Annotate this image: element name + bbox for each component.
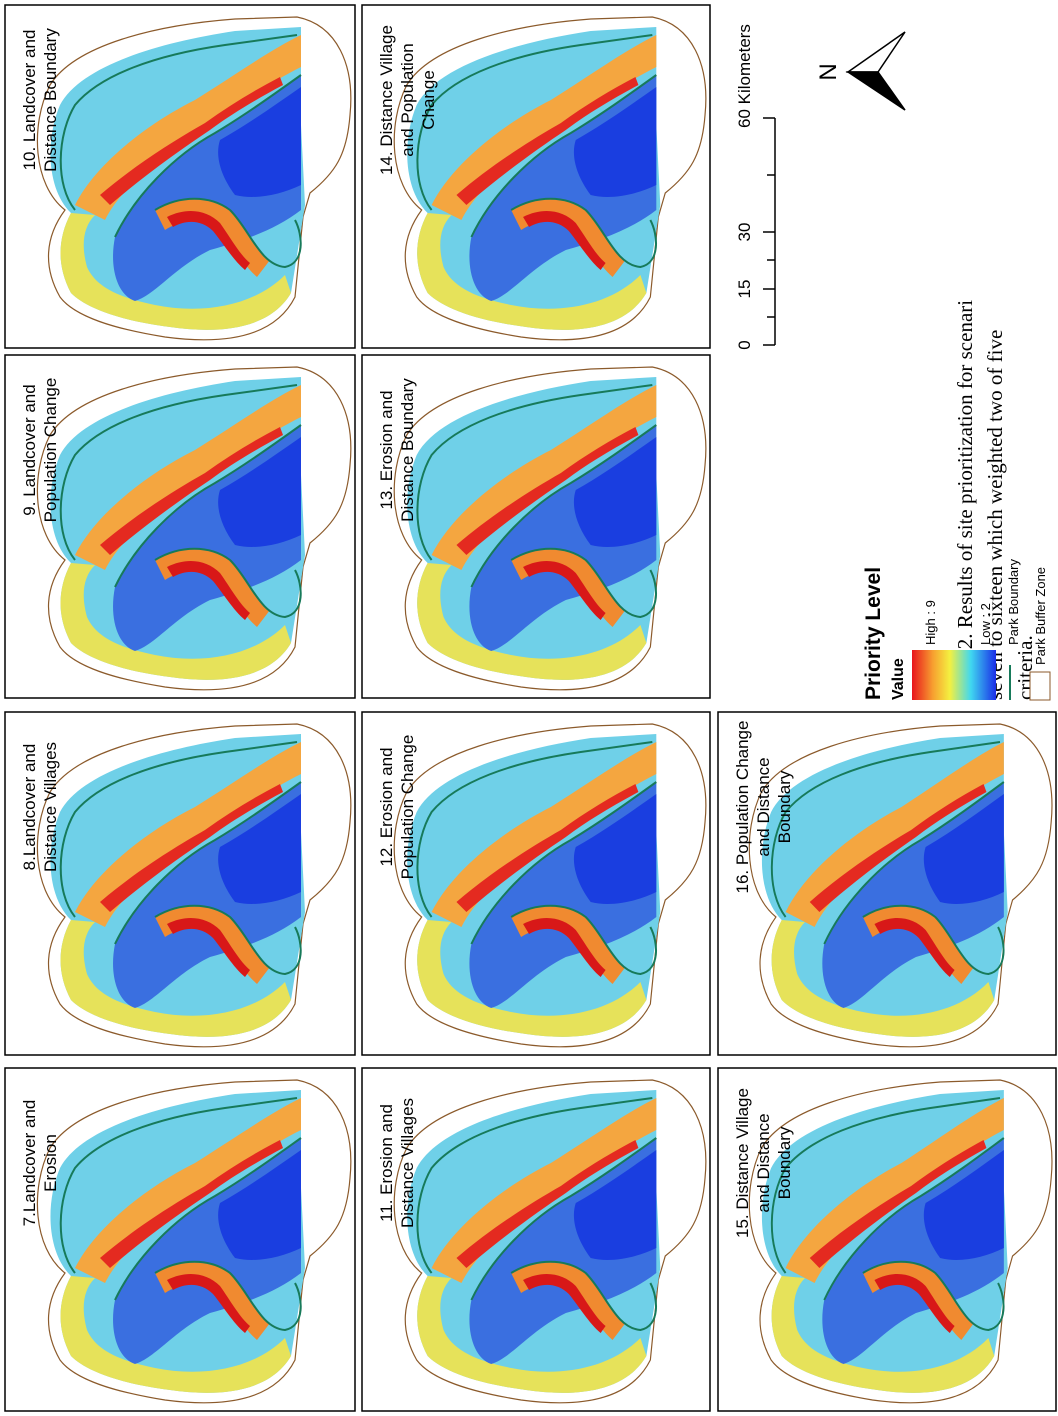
- panel-title: 15. Distance Village: [733, 1088, 752, 1238]
- panel-title: 12. Erosion and: [377, 747, 396, 866]
- legend-value: Value: [890, 658, 907, 700]
- panel-title: Population Change: [398, 735, 417, 880]
- north-arrow: [845, 31, 906, 111]
- map-panel: 14. Distance Village and Population Change: [361, 4, 711, 349]
- panel-title: 7.Landcover and: [20, 1100, 39, 1227]
- color-ramp: [912, 650, 996, 700]
- panel-title: 14. Distance Village: [377, 25, 396, 175]
- map-panel: 15. Distance Village and Distance Boundary: [717, 1067, 1057, 1412]
- legend-title: Priority Level: [862, 567, 885, 700]
- panel-title: Boundary: [775, 770, 794, 843]
- legend-high: High : 9: [923, 600, 938, 645]
- legend-boundary: Park Boundary: [1006, 559, 1021, 645]
- north-label: N: [815, 63, 842, 80]
- map-panel: 9. Landcover and Population Change: [4, 354, 356, 699]
- panel-title: and Population: [398, 43, 417, 156]
- map-panel: 10. Landcover and Distance Boundary: [4, 4, 356, 349]
- map-panel: 8.Landcover and Distance Villages: [4, 711, 356, 1056]
- scale-bar: [763, 117, 776, 346]
- panel-title: 8.Landcover and: [20, 744, 39, 871]
- scale-label: 15: [735, 280, 754, 299]
- panel-title: Distance Villages: [398, 1098, 417, 1228]
- map-panel: 11. Erosion and Distance Villages: [361, 1067, 711, 1412]
- map-panel: 12. Erosion and Population Change: [361, 711, 711, 1056]
- panel-title: 16. Population Change: [733, 721, 752, 894]
- panel-title: and Distance: [754, 1113, 773, 1212]
- scale-label: 60 Kilometers: [735, 24, 754, 128]
- caption-line: seven to sixteen which weighted two of f…: [983, 330, 1007, 700]
- legend-low: Low : 2: [978, 603, 993, 645]
- panel-title: 9. Landcover and: [20, 384, 39, 515]
- arrow-half: [845, 71, 906, 111]
- panel-title: Erosion: [41, 1134, 60, 1192]
- panel-title: 11. Erosion and: [377, 1104, 396, 1222]
- map-panel: 13. Erosion and Distance Boundary: [361, 354, 711, 699]
- arrow-half: [845, 31, 906, 73]
- panel-title: Distance Boundary: [41, 28, 60, 172]
- legend-buffer: Park Buffer Zone: [1033, 567, 1048, 665]
- panel-title: Distance Villages: [41, 742, 60, 872]
- map-panel: 16. Population Change and Distance Boundar…: [717, 711, 1057, 1056]
- scale-label: 0: [735, 340, 754, 349]
- panel-title: Change: [419, 70, 438, 130]
- panel-title: Population Change: [41, 378, 60, 523]
- scale-label: 30: [735, 223, 754, 242]
- panel-title: Boundary: [775, 1126, 794, 1199]
- panel-title: Distance Boundary: [398, 378, 417, 522]
- map-panel: 7.Landcover and Erosion: [4, 1067, 356, 1412]
- panel-title: 13. Erosion and: [377, 390, 396, 509]
- caption-line: Fig.6-2. Results of site prioritization …: [953, 300, 977, 700]
- panel-title: 10. Landcover and: [20, 30, 39, 171]
- buffer-swatch: [1029, 671, 1051, 701]
- legend: Priority Level Value High : 9 Low : 2 Pa…: [862, 559, 1051, 701]
- panel-title: and Distance: [754, 757, 773, 856]
